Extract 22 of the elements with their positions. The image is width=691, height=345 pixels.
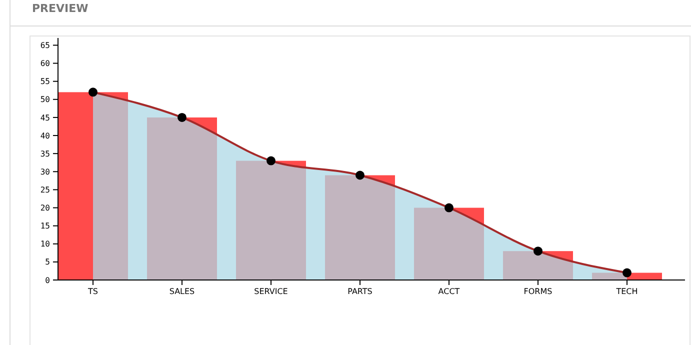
y-tick-label: 45 (40, 113, 50, 122)
x-tick-label: SERVICE (254, 287, 288, 296)
x-tick-label: TS (87, 287, 98, 296)
y-tick-label: 60 (40, 59, 50, 68)
y-tick-label: 50 (40, 95, 50, 104)
y-tick-label: 35 (40, 149, 50, 158)
y-tick-label: 15 (40, 222, 50, 231)
y-tick-label: 10 (40, 240, 50, 249)
y-tick-label: 20 (40, 204, 50, 213)
x-tick-label: PARTS (348, 287, 372, 296)
x-tick-label: FORMS (524, 287, 552, 296)
y-tick-label: 0 (45, 276, 50, 285)
chart-title: PREVIEW (32, 2, 88, 15)
y-tick-label: 5 (45, 258, 50, 267)
x-tick-label: TECH (615, 287, 638, 296)
x-tick-label: SALES (169, 287, 195, 296)
x-tick-label: ACCT (438, 287, 460, 296)
y-tick-label: 55 (40, 77, 50, 86)
y-tick-label: 65 (40, 41, 50, 50)
y-tick-label: 40 (40, 131, 50, 140)
y-tick-label: 25 (40, 186, 50, 194)
y-tick-label: 30 (40, 167, 50, 176)
